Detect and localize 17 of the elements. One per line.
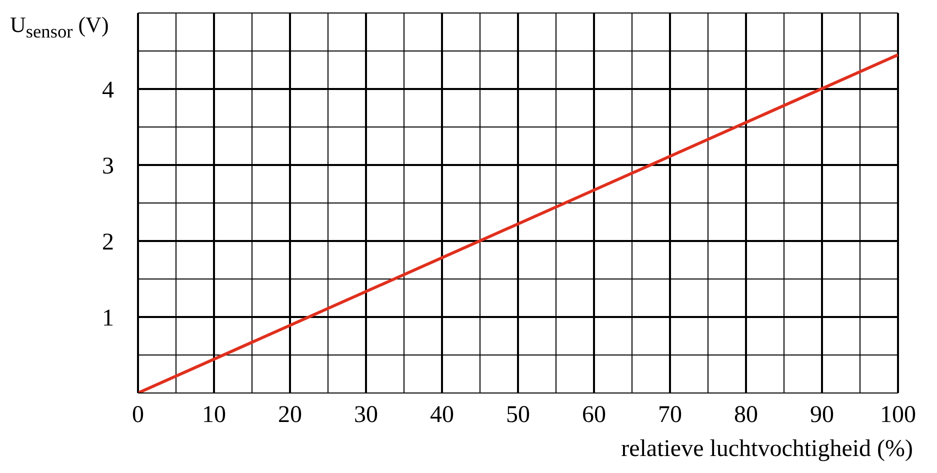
x-tick-label: 30 — [354, 402, 378, 428]
x-tick-label: 90 — [810, 402, 834, 428]
x-tick-label: 60 — [582, 402, 606, 428]
x-tick-label: 100 — [880, 402, 916, 428]
y-tick-label: 3 — [102, 154, 114, 180]
y-tick-label: 4 — [102, 78, 114, 104]
x-tick-label: 80 — [734, 402, 758, 428]
y-axis-title: U$_{sensor}$ (V) — [10, 12, 109, 42]
x-tick-label: 50 — [506, 402, 530, 428]
x-tick-label: 70 — [658, 402, 682, 428]
x-tick-label: 40 — [430, 402, 454, 428]
x-tick-label: 0 — [132, 402, 144, 428]
y-tick-label: 1 — [102, 306, 114, 332]
y-tick-label: 2 — [102, 230, 114, 256]
x-axis-title: relatieve luchtvochtigheid (%) — [621, 436, 913, 463]
x-tick-label: 20 — [278, 402, 302, 428]
x-tick-label: 10 — [202, 402, 226, 428]
